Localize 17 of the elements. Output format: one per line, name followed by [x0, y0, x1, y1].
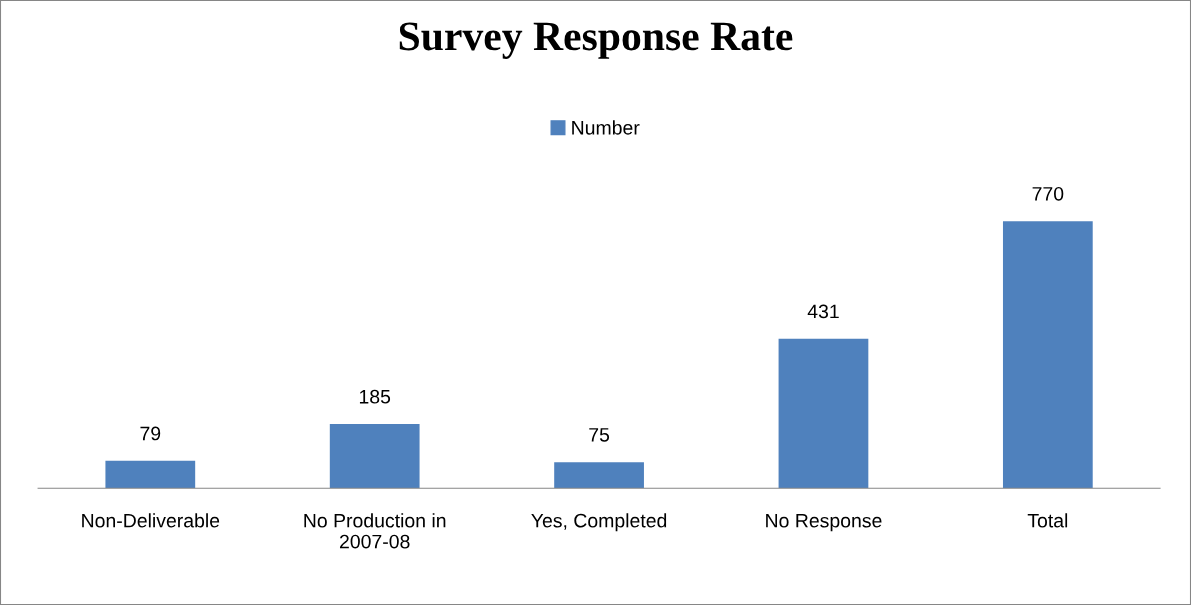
x-tick-label: Non-Deliverable [82, 513, 220, 528]
bar [778, 338, 869, 489]
bar [329, 424, 420, 489]
data-label: 770 [1032, 186, 1064, 201]
data-label: 431 [807, 304, 839, 319]
data-label: 185 [359, 389, 391, 404]
data-label: 79 [140, 426, 161, 441]
x-tick-label: No Response [766, 513, 882, 532]
chart-title: Survey Response Rate [399, 22, 793, 59]
bar [554, 462, 644, 489]
legend-label: Number [572, 120, 640, 135]
bar [1002, 221, 1093, 489]
data-label: 75 [589, 428, 610, 442]
x-tick-label: Yes, Completed [531, 513, 667, 532]
x-tick-label: No Production in 2007-08 [304, 513, 446, 549]
x-tick-label: Total [1027, 513, 1068, 528]
bar [105, 460, 196, 489]
